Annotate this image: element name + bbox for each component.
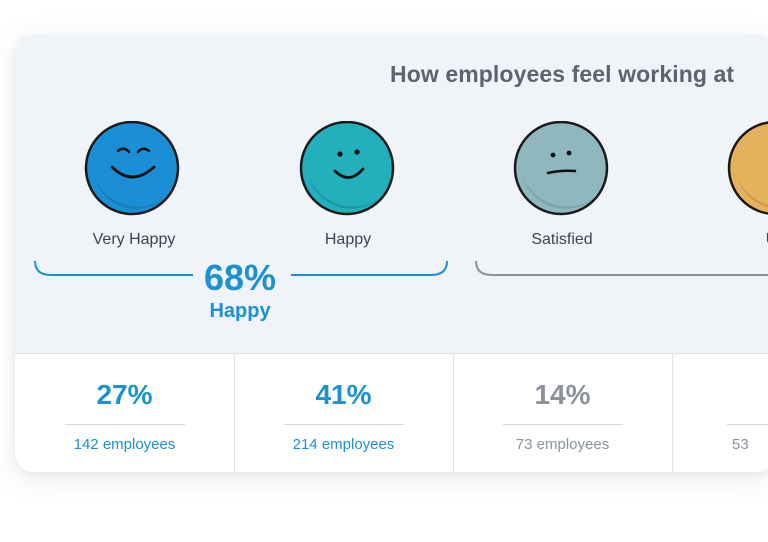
- unhappy-face-icon: [727, 121, 768, 217]
- satisfied-face-icon: [513, 121, 613, 217]
- stat-count: 73 employees: [515, 436, 610, 453]
- happy-summary-label: Happy: [209, 300, 271, 322]
- survey-title: How employees feel working at: [390, 61, 735, 87]
- stats-row: 27% 142 employees 41% 214 employees 14% …: [15, 353, 768, 472]
- face-label-very-happy: Very Happy: [92, 231, 176, 248]
- stat-percent: 41%: [315, 379, 372, 410]
- stat-unhappy: 1 53: [672, 354, 768, 472]
- stat-happy: 41% 214 employees: [234, 354, 454, 472]
- stat-very-happy: 27% 142 employees: [15, 354, 235, 472]
- happy-face-icon: [299, 121, 399, 217]
- stat-divider: [65, 424, 185, 425]
- face-label-satisfied: Satisfied: [531, 231, 593, 248]
- very-happy-face-icon: [84, 121, 184, 217]
- happy-summary-percent: 68%: [203, 257, 277, 298]
- happy-group-bracket: [34, 260, 448, 276]
- neutral-group-bracket: [475, 260, 768, 276]
- stat-percent: 27%: [96, 379, 153, 410]
- stat-divider: [503, 424, 623, 425]
- stat-count: 142 employees: [73, 436, 176, 453]
- face-label-happy: Happy: [324, 231, 372, 248]
- stat-count: 53: [732, 436, 749, 453]
- face-label-unhappy: Un: [696, 231, 768, 249]
- stat-divider: [727, 424, 768, 425]
- survey-card: How employees feel working at: [15, 35, 768, 472]
- stat-percent: 14%: [534, 379, 591, 410]
- stat-satisfied: 14% 73 employees: [453, 354, 673, 472]
- stat-count: 214 employees: [292, 436, 395, 453]
- group-brackets: [34, 260, 768, 276]
- stat-divider: [284, 424, 404, 425]
